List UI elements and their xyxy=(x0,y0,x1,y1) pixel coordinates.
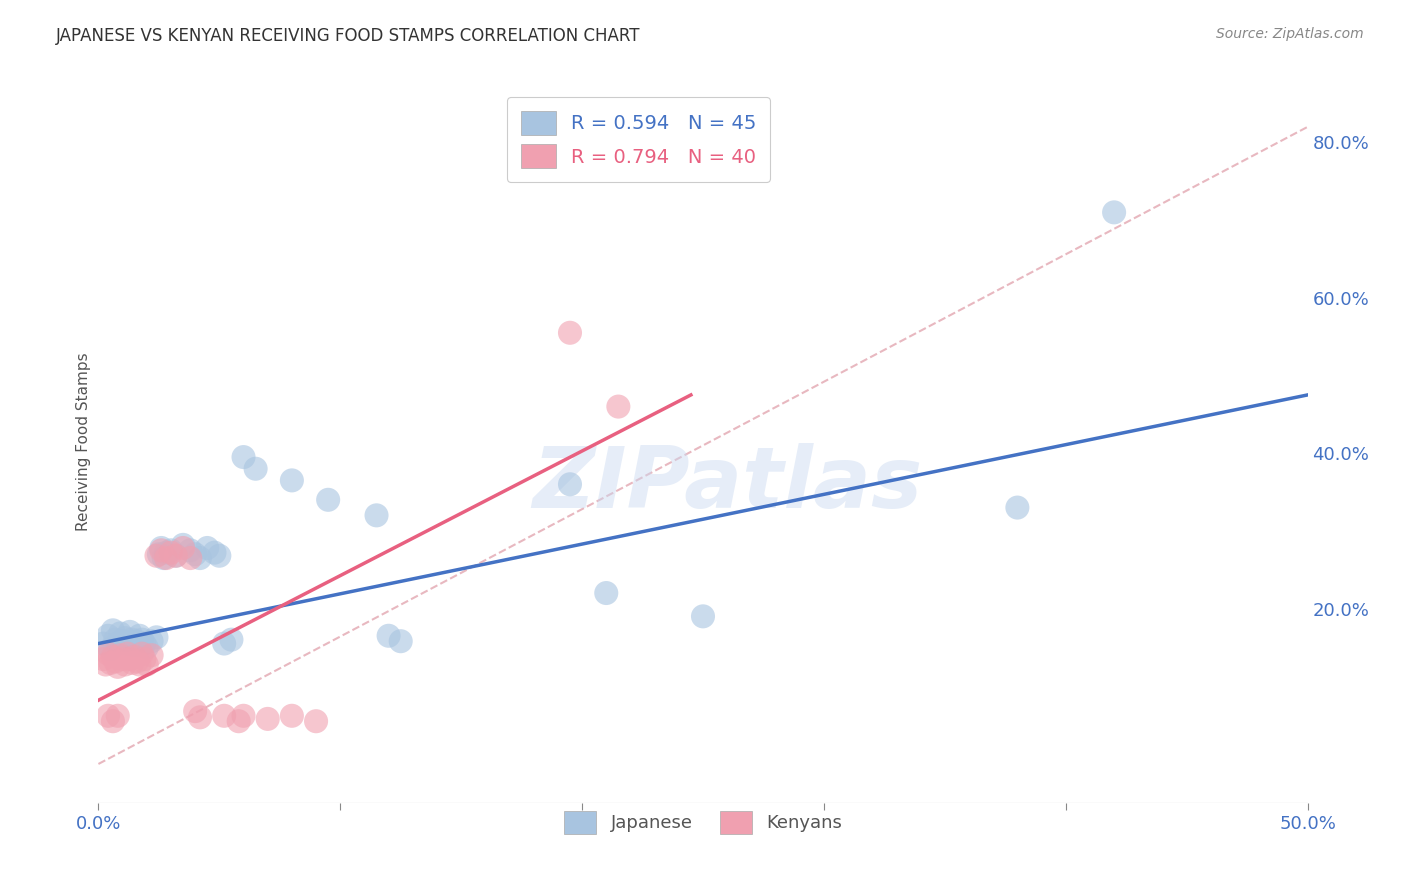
Point xyxy=(100,656,122,670)
Point xyxy=(558,477,581,491)
Point xyxy=(121,632,143,647)
Legend: Japanese, Kenyans: Japanese, Kenyans xyxy=(553,801,853,845)
Point xyxy=(188,710,211,724)
Point xyxy=(135,640,157,655)
Point xyxy=(101,714,124,729)
Point xyxy=(111,652,134,666)
Point xyxy=(305,714,328,729)
Point xyxy=(141,634,163,648)
Point xyxy=(228,714,250,729)
Point xyxy=(101,649,124,664)
Point xyxy=(131,632,153,647)
Point xyxy=(165,549,187,563)
Point xyxy=(127,654,149,668)
Point xyxy=(195,541,218,555)
Point xyxy=(128,657,150,672)
Point xyxy=(316,492,339,507)
Point xyxy=(256,712,278,726)
Point xyxy=(377,629,399,643)
Point xyxy=(188,551,211,566)
Point xyxy=(366,508,388,523)
Point xyxy=(208,549,231,563)
Point xyxy=(121,656,143,670)
Point xyxy=(107,660,129,674)
Point xyxy=(91,652,114,666)
Point xyxy=(117,636,139,650)
Point xyxy=(152,551,174,566)
Point xyxy=(165,549,187,563)
Point xyxy=(145,630,167,644)
Point xyxy=(91,636,114,650)
Point xyxy=(184,547,207,561)
Point xyxy=(100,642,122,657)
Point xyxy=(124,649,146,664)
Point xyxy=(97,647,120,661)
Point xyxy=(1007,500,1029,515)
Point xyxy=(128,629,150,643)
Y-axis label: Receiving Food Stamps: Receiving Food Stamps xyxy=(76,352,91,531)
Point xyxy=(172,541,194,555)
Point xyxy=(232,708,254,723)
Point xyxy=(558,326,581,340)
Point xyxy=(281,708,304,723)
Point xyxy=(114,657,136,672)
Point xyxy=(212,636,235,650)
Point xyxy=(97,629,120,643)
Point xyxy=(245,461,267,475)
Point xyxy=(104,632,127,647)
Point xyxy=(595,586,617,600)
Point xyxy=(155,551,177,566)
Point xyxy=(160,546,183,560)
Point xyxy=(607,400,630,414)
Point xyxy=(212,708,235,723)
Point xyxy=(150,543,173,558)
Text: JAPANESE VS KENYAN RECEIVING FOOD STAMPS CORRELATION CHART: JAPANESE VS KENYAN RECEIVING FOOD STAMPS… xyxy=(56,27,641,45)
Point xyxy=(281,474,304,488)
Point xyxy=(111,634,134,648)
Point xyxy=(148,547,170,561)
Point xyxy=(118,624,141,639)
Point xyxy=(107,708,129,723)
Point xyxy=(150,541,173,555)
Point xyxy=(131,647,153,661)
Point xyxy=(117,647,139,661)
Point xyxy=(108,626,131,640)
Point xyxy=(134,652,156,666)
Point xyxy=(104,654,127,668)
Point xyxy=(172,538,194,552)
Point xyxy=(94,657,117,672)
Point xyxy=(155,546,177,560)
Point xyxy=(124,638,146,652)
Point xyxy=(141,648,163,663)
Point xyxy=(145,549,167,563)
Point xyxy=(179,551,201,566)
Point xyxy=(134,636,156,650)
Text: ZIPatlas: ZIPatlas xyxy=(531,443,922,526)
Point xyxy=(179,543,201,558)
Point xyxy=(160,543,183,558)
Point xyxy=(101,624,124,638)
Point xyxy=(232,450,254,464)
Text: Source: ZipAtlas.com: Source: ZipAtlas.com xyxy=(1216,27,1364,41)
Point xyxy=(108,648,131,663)
Point xyxy=(97,708,120,723)
Point xyxy=(221,632,243,647)
Point xyxy=(127,634,149,648)
Point xyxy=(118,652,141,666)
Point xyxy=(184,704,207,718)
Point xyxy=(135,657,157,672)
Point xyxy=(692,609,714,624)
Point xyxy=(107,636,129,650)
Point xyxy=(114,631,136,645)
Point xyxy=(1102,205,1125,219)
Point xyxy=(204,546,226,560)
Point xyxy=(389,634,412,648)
